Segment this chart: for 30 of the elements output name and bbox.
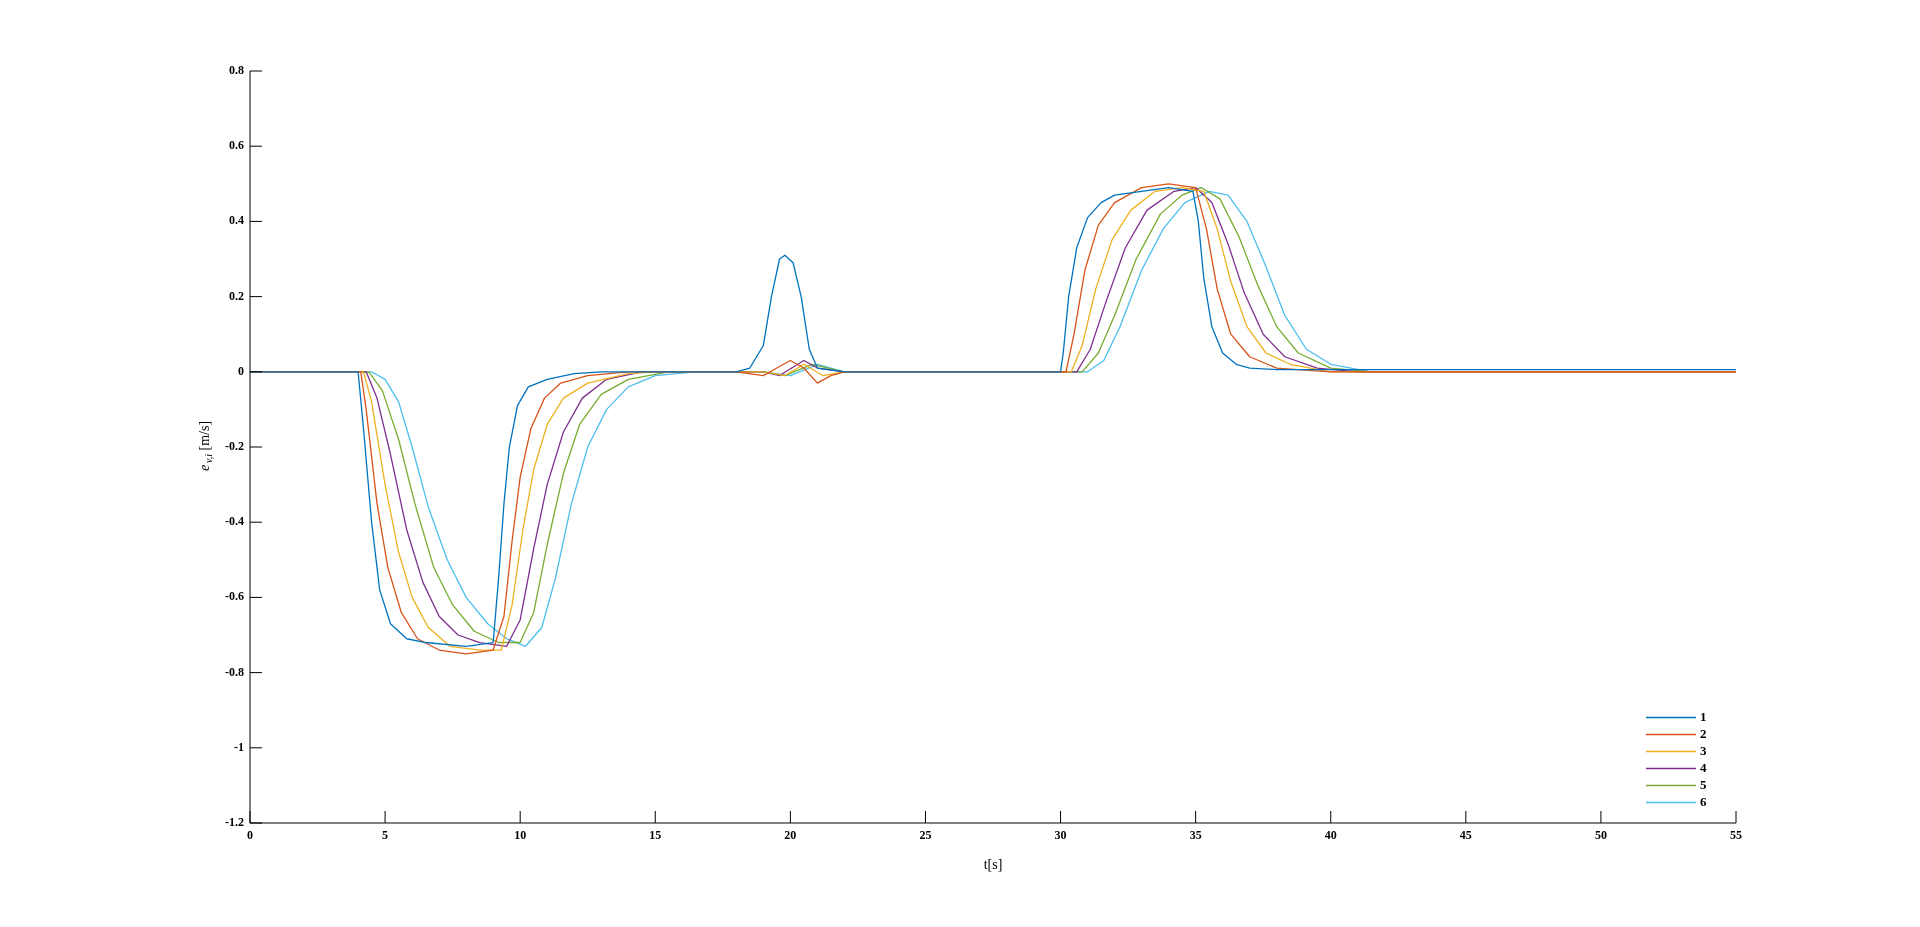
y-tick-label: 0.2 [229, 288, 244, 303]
legend-label: 5 [1700, 776, 1707, 792]
x-tick-label: 25 [919, 828, 932, 843]
legend-label: 1 [1700, 708, 1707, 724]
y-tick-label: 0 [238, 363, 244, 378]
x-tick-label: 5 [382, 828, 389, 843]
x-tick-label: 10 [514, 828, 527, 843]
legend-label: 3 [1700, 742, 1707, 758]
x-tick-label: 40 [1324, 828, 1337, 843]
y-tick-label: -0.8 [225, 664, 244, 679]
y-tick-label: 0.8 [229, 63, 244, 78]
y-tick-label: -1.2 [225, 815, 244, 830]
x-tick-label: 20 [784, 828, 797, 843]
x-axis-title: t[s] [983, 856, 1003, 872]
y-tick-label: -0.2 [225, 439, 244, 454]
x-tick-label: 50 [1594, 828, 1607, 843]
y-axis-title: ev,i [m/s] [196, 420, 214, 472]
y-tick-label: -0.6 [225, 589, 244, 604]
legend-label: 6 [1700, 793, 1707, 809]
legend-label: 4 [1700, 759, 1707, 775]
y-tick-label: 0.6 [229, 138, 244, 153]
x-tick-label: 55 [1730, 828, 1742, 843]
y-tick-label: 0.4 [229, 213, 244, 228]
x-tick-label: 30 [1054, 828, 1067, 843]
y-tick-label: -1 [234, 739, 244, 754]
x-tick-label: 15 [649, 828, 662, 843]
x-tick-label: 35 [1189, 828, 1202, 843]
y-tick-label: -0.4 [225, 514, 244, 529]
x-tick-label: 45 [1459, 828, 1472, 843]
legend-label: 2 [1700, 725, 1707, 741]
